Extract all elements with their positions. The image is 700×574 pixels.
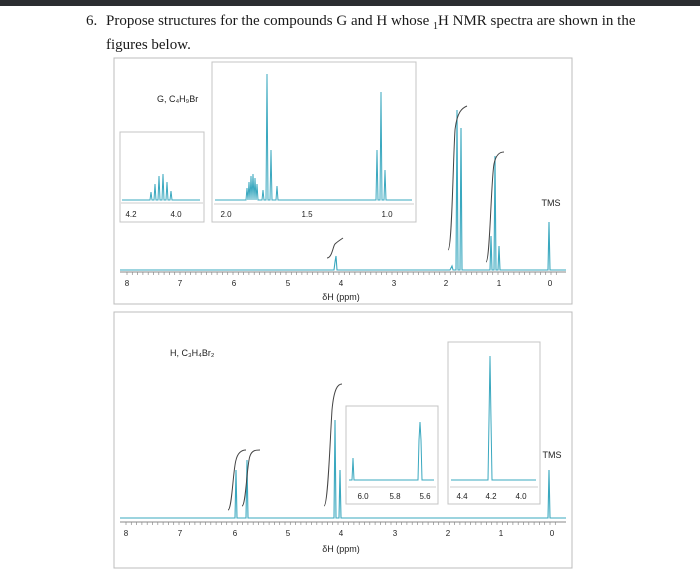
inset-mid-tick: 5.6 xyxy=(419,492,431,501)
question-line1-end: H NMR spectra are shown in the xyxy=(438,13,636,29)
inset-center-tick: 2.0 xyxy=(220,210,232,219)
spectrum-h-tms: TMS xyxy=(543,450,562,460)
inset-mid-peaks xyxy=(349,421,434,481)
inset-mid-tick: 6.0 xyxy=(357,492,369,501)
spectrum-h-minor-ticks xyxy=(125,522,556,525)
inset-center-peaks xyxy=(215,73,412,201)
inset-left-tick: 4.0 xyxy=(170,210,182,219)
spectrum-g-axis-tick: 5 xyxy=(286,279,291,288)
spectrum-h-inset-mid: 6.0 5.8 5.6 xyxy=(345,405,439,505)
spectrum-g-trace xyxy=(120,109,566,271)
question-text: 6. Propose structures for the compounds G… xyxy=(86,12,676,54)
inset-left-multiplet xyxy=(122,173,200,201)
spectrum-g-inset-center: 2.0 1.5 1.0 xyxy=(211,61,417,223)
spectrum-g-axis-tick: 3 xyxy=(392,279,397,288)
spectrum-g-label: G, C₄H₉Br xyxy=(157,94,198,104)
spectrum-h-axis-tick: 1 xyxy=(499,529,504,538)
top-edge-bar xyxy=(0,0,700,6)
question-line1-start: Propose structures for the compounds G a… xyxy=(106,13,434,29)
inset-right-peak xyxy=(451,355,536,481)
spectrum-h-trace xyxy=(120,419,566,519)
inset-center-tick: 1.0 xyxy=(381,210,393,219)
spectrum-g-integral xyxy=(485,151,505,263)
inset-right-frame xyxy=(447,341,541,505)
spectrum-h-axis-tick: 0 xyxy=(550,529,555,538)
inset-mid-frame xyxy=(345,405,439,505)
spectrum-h-integral xyxy=(227,449,247,511)
spectrum-h-inset-right: 4.4 4.2 4.0 xyxy=(447,341,541,505)
spectrum-h-label: H, C₃H₄Br₂ xyxy=(170,348,215,358)
spectrum-g-axis-tick: 0 xyxy=(548,279,553,288)
inset-center-tick: 1.5 xyxy=(301,210,313,219)
spectrum-h: H, C₃H₄Br₂ 6.0 5.8 5.6 4.4 4.2 4.0 TMS xyxy=(113,311,573,569)
inset-left-tick: 4.2 xyxy=(125,210,137,219)
spectrum-h-axis-tick: 5 xyxy=(286,529,291,538)
spectrum-h-axis-tick: 2 xyxy=(446,529,451,538)
inset-right-tick: 4.2 xyxy=(485,492,497,501)
spectrum-h-axis-tick: 7 xyxy=(178,529,183,538)
spectrum-h-integral xyxy=(323,383,343,507)
spectrum-h-integral xyxy=(241,449,261,507)
spectrum-g-inset-left: 4.2 4.0 xyxy=(119,131,205,223)
inset-right-tick: 4.4 xyxy=(456,492,468,501)
question-number: 6. xyxy=(86,13,98,29)
spectrum-g-axis-tick: 2 xyxy=(444,279,449,288)
spectrum-g-axis-tick: 4 xyxy=(339,279,344,288)
spectrum-g-axis-tick: 6 xyxy=(232,279,237,288)
spectrum-g-axis-tick: 8 xyxy=(125,279,130,288)
inset-mid-tick: 5.8 xyxy=(389,492,401,501)
inset-left-frame xyxy=(119,131,205,223)
spectrum-h-axis-tick: 6 xyxy=(233,529,238,538)
spectrum-g-minor-ticks xyxy=(126,272,557,275)
spectrum-g-integral xyxy=(447,105,468,251)
question-line2: figures below. xyxy=(106,37,191,53)
spectrum-g-axis-tick: 1 xyxy=(497,279,502,288)
spectrum-h-axis-tick: 8 xyxy=(124,529,129,538)
spectrum-g-tms: TMS xyxy=(542,198,561,208)
nucleus-mass: 1 xyxy=(433,21,439,32)
spectrum-g-axis-label: δH (ppm) xyxy=(322,292,360,302)
spectrum-g: G, C₄H₉Br 4.2 4.0 2.0 1.5 1.0 TMS 8 7 xyxy=(113,57,573,305)
spectrum-h-axis-label: δH (ppm) xyxy=(322,544,360,554)
spectrum-h-axis-tick: 3 xyxy=(393,529,398,538)
inset-center-frame xyxy=(211,61,417,223)
spectrum-g-integral xyxy=(326,237,344,259)
inset-right-tick: 4.0 xyxy=(515,492,527,501)
spectrum-h-axis-tick: 4 xyxy=(339,529,344,538)
spectrum-g-axis-tick: 7 xyxy=(178,279,183,288)
